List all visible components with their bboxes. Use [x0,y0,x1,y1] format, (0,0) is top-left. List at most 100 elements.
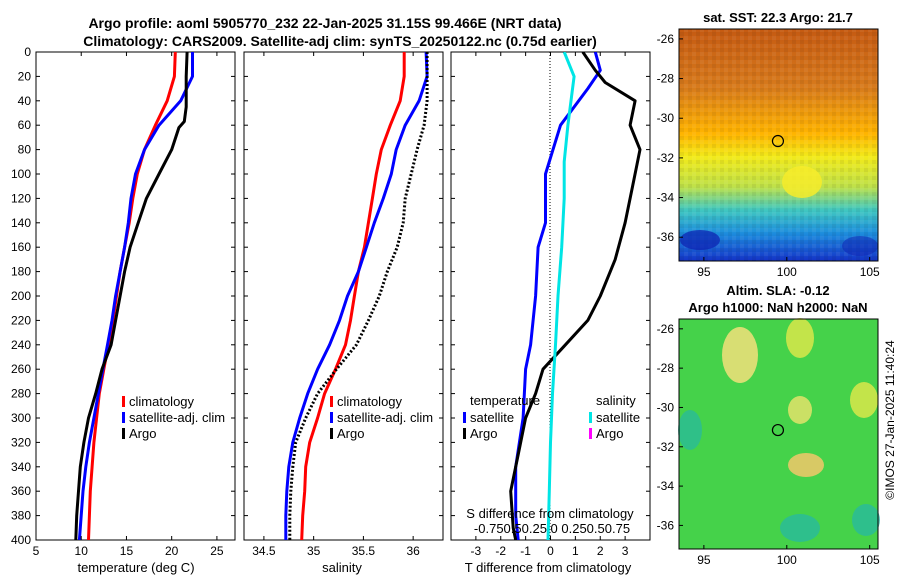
depth-tick-label: 300 [11,411,31,425]
legend-swatch-climatology [122,396,125,407]
depth-tick-label: 140 [11,216,31,230]
depth-tick-label: 380 [11,509,31,523]
depth-tick-label: 180 [11,265,31,279]
depth-tick-label: 40 [18,94,32,108]
argo-location-marker [771,134,785,148]
salinity-xticks: 34.5 35 35.5 36 [252,52,420,558]
sla-map [678,318,880,550]
series-line-climatology [300,52,406,540]
legend-label-argo: Argo [129,426,156,441]
sla-low-patch [678,410,702,450]
series-line-argo [74,52,189,540]
legend-swatch-temp-satellite [463,412,466,423]
difference-legend-salinity: salinity satellite Argo [589,393,640,441]
x-tick-label: 1 [572,544,579,558]
depth-tick-label: 340 [11,460,31,474]
sla-low-patch [852,504,880,536]
depth-tick-label: 100 [11,167,31,181]
figure-title-line2: Climatology: CARS2009. Satellite-adj cli… [83,33,597,49]
map-y-tick-label: -34 [657,479,675,493]
temperature-series [74,52,194,540]
sst-warm-patch [782,166,822,198]
sla-axes: 95 100 105 -26 -28 -30 -32 -34 -36 [657,322,880,567]
x-tick-label: 35 [307,544,321,558]
legend-label-climatology: climatology [337,394,403,409]
sst-map [678,28,879,262]
temperature-axes [35,51,236,541]
legend-label-argo: Argo [337,426,364,441]
x-tick-label: -3 [471,544,482,558]
legend-label-satellite: satellite-adj. clim [129,410,225,425]
depth-tick-label: 120 [11,191,31,205]
series-line-temperature-argo [509,52,642,540]
map-x-tick-label: 100 [777,553,797,567]
legend-swatch-sal-argo [589,428,592,439]
sla-high-patch [788,453,824,477]
x-tick-label: 35.5 [352,544,376,558]
map-x-tick-label: 105 [860,553,880,567]
temperature-legend: climatology satellite-adj. clim Argo [122,394,225,441]
legend-swatch-argo [330,428,333,439]
legend-swatch-satellite [330,412,333,423]
map-x-tick-label: 100 [777,265,797,279]
salinity-series [284,52,429,540]
sla-field [679,319,878,549]
legend-swatch-sal-satellite [589,412,592,423]
difference-xlabel: T difference from climatology [465,560,632,575]
map-y-tick-label: -30 [657,400,675,414]
depth-tick-label: 280 [11,387,31,401]
series-line-salinity-satellite [546,52,576,540]
depth-tick-label: 20 [18,69,32,83]
depth-tick-label: 160 [11,240,31,254]
legend-label-climatology: climatology [129,394,195,409]
map-x-tick-label: 95 [697,265,711,279]
x-tick-label: 36 [406,544,420,558]
x-tick-label: 2 [597,544,604,558]
legend-title-salinity: salinity [596,393,636,408]
legend-title-temperature: temperature [470,393,540,408]
x-tick-label: 3 [622,544,629,558]
sst-frame [678,28,879,262]
x-tick-label: 25 [210,544,224,558]
x-tick-label: 10 [75,544,89,558]
series-line-argo [288,52,429,540]
sst-cold-patch [680,230,720,250]
difference-xticks-top: -0.750.50.25 0 0.250.50.75 [474,521,630,536]
x-tick-label: 20 [165,544,179,558]
map-x-tick-label: 105 [860,265,880,279]
sst-cold-patch [842,236,878,256]
depth-tick-label: 200 [11,289,31,303]
depth-tick-label: 260 [11,362,31,376]
sla-title: Altim. SLA: -0.12 [726,283,829,298]
series-line-satellite-adj-clim [284,52,429,540]
map-y-tick-label: -26 [657,32,675,46]
sla-high-patch [722,327,758,383]
salinity-xlabel: salinity [322,560,362,575]
sla-subtitle: Argo h1000: NaN h2000: NaN [688,300,867,315]
legend-label-temp-satellite: satellite [470,410,514,425]
depth-tick-label: 220 [11,313,31,327]
depth-tick-labels: 0 20 40 60 80 100 120 140 160 180 200 220 240 260 280 3… [11,45,650,547]
legend-label-sal-argo: Argo [596,426,623,441]
x-tick-label: 0 [547,544,554,558]
x-tick-label: -1 [520,544,531,558]
figure-title-line1: Argo profile: aoml 5905770_232 22-Jan-20… [88,15,561,31]
sst-axes: 95 100 105 -26 -28 -30 -32 -34 -36 [657,32,880,279]
legend-swatch-argo [122,428,125,439]
map-y-tick-label: -28 [657,361,675,375]
salinity-axes [243,51,444,541]
series-line-satellite-adj-clim [77,52,194,540]
map-x-tick-label: 95 [697,553,711,567]
legend-label-temp-argo: Argo [470,426,497,441]
depth-tick-label: 400 [11,533,31,547]
difference-legend-temperature: temperature satellite Argo [463,393,540,441]
map-y-tick-label: -32 [657,440,675,454]
argo-location-marker [771,423,785,437]
map-y-tick-label: -36 [657,230,675,244]
map-y-tick-label: -26 [657,322,675,336]
depth-tick-label: 0 [24,45,31,59]
sla-low-patch [780,514,820,542]
series-line-climatology [87,52,177,540]
depth-tick-label: 60 [18,118,32,132]
